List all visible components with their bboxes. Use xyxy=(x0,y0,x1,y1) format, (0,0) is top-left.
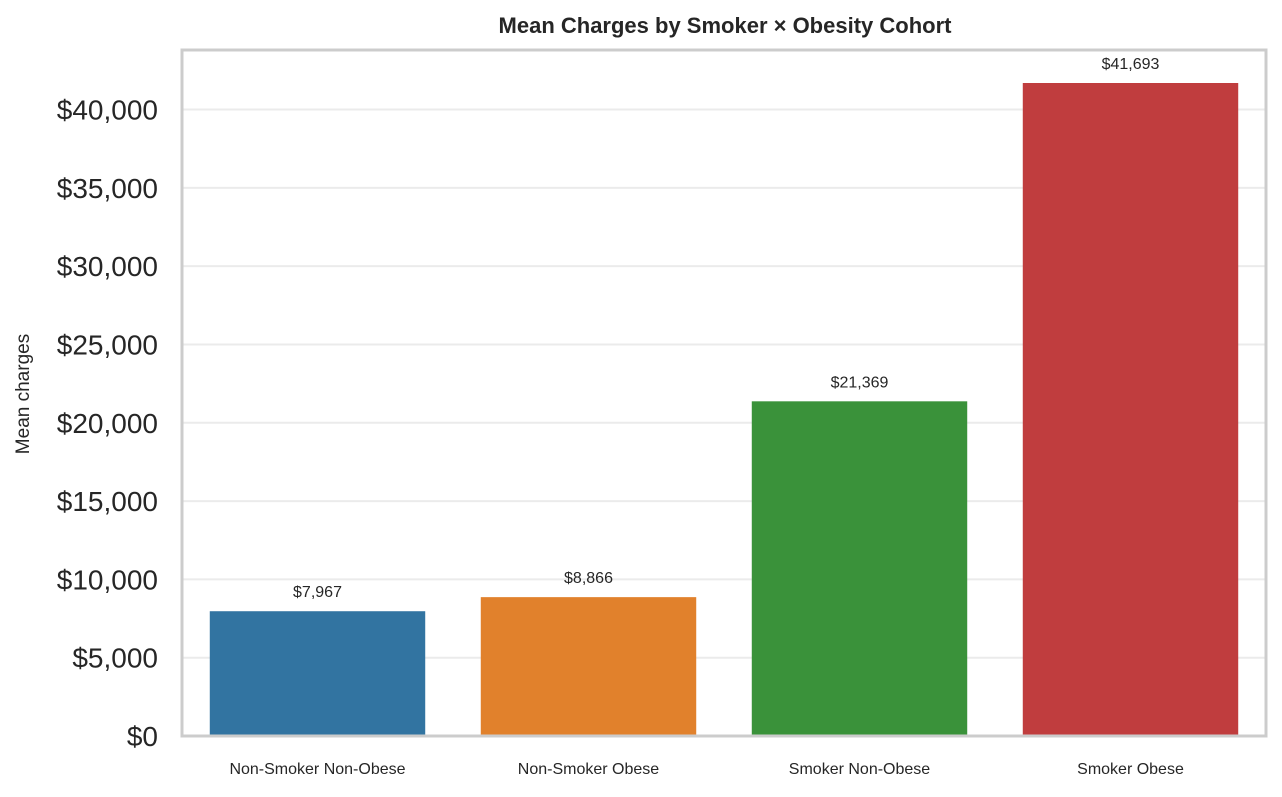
y-tick-label: $30,000 xyxy=(57,251,158,282)
bar-value-label: $7,967 xyxy=(293,584,342,601)
x-tick-label: Smoker Non-Obese xyxy=(789,761,930,778)
plot-frame xyxy=(180,48,1268,738)
y-axis-label: Mean charges xyxy=(13,334,34,454)
x-tick-label: Smoker Obese xyxy=(1077,761,1184,778)
bar-non-smoker-non-obese xyxy=(209,611,426,736)
bar-smoker-obese xyxy=(1022,83,1239,736)
bars xyxy=(209,83,1239,736)
bar-value-label: $8,866 xyxy=(564,570,613,587)
bar-smoker-non-obese xyxy=(751,401,968,736)
bar-value-label: $21,369 xyxy=(831,374,889,391)
y-tick-label: $40,000 xyxy=(57,95,158,126)
y-tick-label: $15,000 xyxy=(57,486,158,517)
y-tick-label: $25,000 xyxy=(57,329,158,360)
y-tick-label: $20,000 xyxy=(57,408,158,439)
x-tick-label: Non-Smoker Obese xyxy=(518,761,659,778)
y-tick-label: $5,000 xyxy=(72,643,158,674)
bar-non-smoker-obese xyxy=(480,597,697,736)
data-labels: $7,967 $8,866 $21,369 $41,693 xyxy=(293,56,1159,601)
y-tick-label: $0 xyxy=(127,721,158,752)
x-tick-label: Non-Smoker Non-Obese xyxy=(229,761,405,778)
x-tick-labels: Non-Smoker Non-Obese Non-Smoker Obese Smok… xyxy=(229,761,1183,778)
y-tick-label: $10,000 xyxy=(57,564,158,595)
y-tick-labels: $0 $5,000 $10,000 $15,000 $20,000 $25,000 $30,… xyxy=(57,95,158,752)
y-tick-label: $35,000 xyxy=(57,173,158,204)
chart-title: Mean Charges by Smoker × Obesity Cohort xyxy=(499,13,953,38)
bar-value-label: $41,693 xyxy=(1102,56,1160,73)
